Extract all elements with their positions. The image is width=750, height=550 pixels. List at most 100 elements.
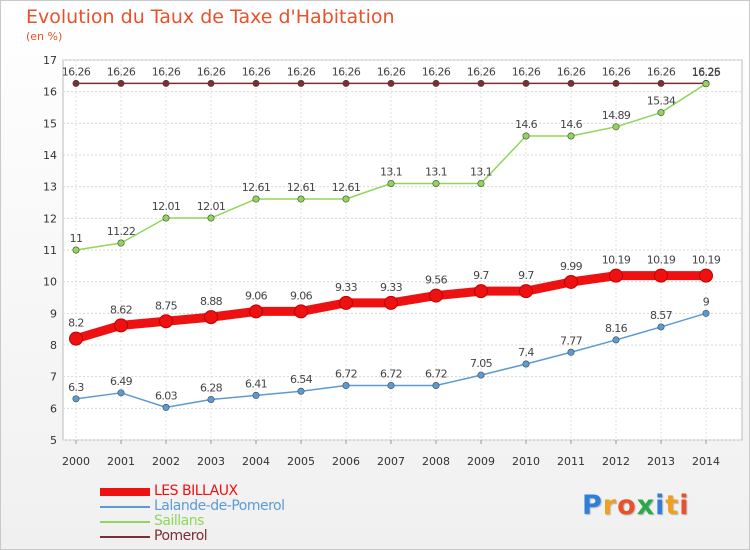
data-label: 9.33	[335, 281, 358, 294]
data-label: 9.99	[560, 260, 583, 273]
logo-letter: x	[636, 490, 656, 521]
data-point	[387, 382, 395, 390]
y-tick-label: 11	[43, 244, 57, 257]
data-label: 7.77	[560, 334, 583, 347]
x-tick-label: 2004	[242, 455, 270, 468]
data-label: 6.72	[425, 368, 447, 381]
data-point	[702, 309, 710, 317]
data-point	[162, 79, 170, 87]
data-point	[339, 295, 353, 310]
logo-letter: r	[602, 490, 618, 521]
x-tick-label: 2005	[287, 455, 315, 468]
data-point	[567, 132, 575, 140]
data-label: 9.7	[473, 269, 489, 282]
data-point	[609, 268, 623, 283]
data-label: 12.01	[152, 200, 181, 213]
x-tick-label: 2009	[467, 455, 495, 468]
data-label: 9.33	[380, 281, 403, 294]
data-point	[657, 323, 665, 331]
legend-swatch-saillans	[100, 521, 150, 523]
chart-unit: (en %)	[26, 30, 63, 43]
data-label: 7.4	[518, 346, 534, 359]
data-point	[297, 79, 305, 87]
data-label: 16.26	[332, 65, 361, 78]
data-label: 16.26	[377, 65, 406, 78]
data-point	[342, 382, 350, 390]
data-point	[117, 239, 125, 247]
data-label: 6.03	[155, 389, 178, 402]
data-label: 16.26	[62, 65, 91, 78]
x-tick-label: 2013	[647, 455, 675, 468]
data-point	[567, 348, 575, 356]
data-point	[204, 310, 218, 325]
data-point	[477, 371, 485, 379]
y-tick-label: 17	[43, 54, 57, 67]
data-point	[162, 214, 170, 222]
data-label: 9	[703, 295, 710, 308]
data-label: 12.61	[242, 181, 271, 194]
data-point	[432, 180, 440, 188]
data-point	[612, 79, 620, 87]
data-point	[384, 295, 398, 310]
data-point	[387, 180, 395, 188]
data-label: 7.05	[470, 357, 493, 370]
data-label: 13.1	[470, 166, 492, 179]
data-label: 16.26	[107, 65, 136, 78]
data-point	[654, 268, 668, 283]
data-label: 9.7	[518, 269, 534, 282]
data-point	[162, 403, 170, 411]
legend-swatch-les-billaux	[100, 488, 150, 496]
data-label: 8.62	[110, 303, 132, 316]
data-label: 15.34	[647, 95, 676, 108]
data-point	[249, 304, 263, 319]
data-label: 12.01	[197, 200, 226, 213]
data-label: 6.54	[290, 373, 313, 386]
data-point	[159, 314, 173, 329]
data-point	[567, 79, 575, 87]
data-label: 12.61	[287, 181, 316, 194]
data-point	[432, 79, 440, 87]
legend-label: LES BILLAUX	[154, 483, 238, 499]
data-point	[72, 246, 80, 254]
y-tick-label: 12	[43, 212, 57, 225]
data-label: 16.26	[602, 65, 631, 78]
y-tick-label: 16	[43, 86, 57, 99]
y-tick-label: 8	[50, 339, 57, 352]
data-point	[252, 195, 260, 203]
data-label: 16.26	[647, 65, 676, 78]
data-point	[474, 284, 488, 299]
data-label: 16.25	[692, 66, 721, 79]
x-tick-label: 2001	[107, 455, 135, 468]
data-point	[297, 195, 305, 203]
data-label: 16.26	[467, 65, 496, 78]
data-label: 16.26	[287, 65, 316, 78]
data-label: 9.06	[245, 289, 268, 302]
x-tick-label: 2007	[377, 455, 405, 468]
data-point	[117, 79, 125, 87]
data-label: 8.2	[68, 317, 84, 330]
data-label: 16.26	[557, 65, 586, 78]
data-label: 6.72	[335, 368, 357, 381]
data-point	[297, 387, 305, 395]
y-tick-label: 5	[50, 434, 57, 447]
legend-swatch-lalande	[100, 506, 150, 508]
data-point	[207, 395, 215, 403]
data-label: 10.19	[692, 254, 721, 267]
data-point	[207, 79, 215, 87]
data-label: 11	[70, 232, 83, 245]
data-label: 10.19	[602, 254, 631, 267]
y-tick-label: 9	[50, 307, 57, 320]
data-label: 11.22	[107, 225, 136, 238]
data-label: 9.56	[425, 274, 448, 287]
data-point	[612, 123, 620, 131]
data-point	[69, 331, 83, 346]
y-tick-label: 14	[43, 149, 57, 162]
data-point	[522, 79, 530, 87]
data-label: 10.19	[647, 254, 676, 267]
data-point	[429, 288, 443, 303]
data-point	[477, 180, 485, 188]
data-label: 13.1	[425, 166, 447, 179]
legend-swatch-pomerol	[100, 536, 150, 538]
data-label: 6.41	[245, 377, 267, 390]
